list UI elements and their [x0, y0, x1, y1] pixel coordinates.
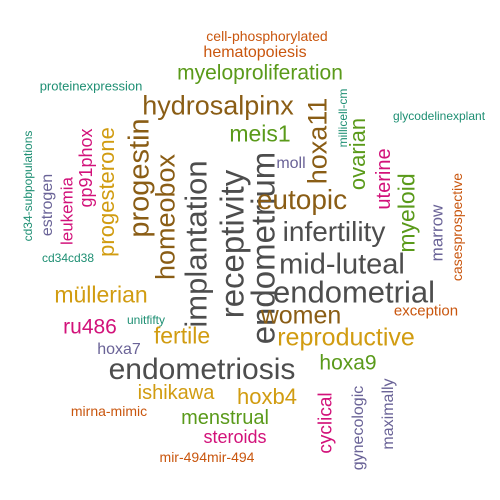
word-fertile: fertile [153, 322, 211, 349]
word-hoxb4: hoxb4 [237, 384, 297, 409]
word-gp91phox: gp91phox [76, 128, 96, 208]
word-endometriosis: endometriosis [108, 353, 296, 386]
word-implantation: implantation [178, 160, 214, 328]
word-mid-luteal: mid-luteal [279, 248, 405, 281]
word-hydrosalpinx: hydrosalpinx [142, 90, 294, 121]
word-hoxa11: hoxa11 [302, 97, 333, 185]
word-uterine: uterine [373, 148, 395, 210]
word-hematopoiesis: hematopoiesis [203, 44, 307, 61]
word-marrow: marrow [427, 204, 447, 262]
word-eutopic: eutopic [256, 184, 348, 215]
word-mullerian: müllerian [54, 281, 148, 308]
word-unitfifty: unitfifty [126, 313, 166, 327]
word-reproductive: reproductive [277, 323, 415, 352]
word-women: women [260, 301, 342, 330]
word-gynecologic: gynecologic [350, 385, 367, 471]
word-infertility: infertility [282, 216, 386, 247]
word-progesterone: progesterone [94, 127, 119, 257]
word-meis1: meis1 [229, 120, 291, 147]
word-cd34-subpopulations: cd34-subpopulations [21, 130, 35, 242]
word-myeloproliferation: myeloproliferation [177, 61, 343, 85]
word-moll: moll [276, 155, 306, 172]
word-proteinexpression: proteinexpression [39, 78, 143, 94]
word-casesprospective: casesprospective [449, 172, 465, 282]
word-maximally: maximally [380, 378, 397, 450]
word-estrogen: estrogen [39, 173, 56, 237]
word-ovarian: ovarian [345, 117, 370, 191]
word-endometrial: endometrial [273, 274, 435, 310]
word-mirna-mimic: mirna-mimic [70, 403, 148, 419]
word-homeobox: homeobox [150, 153, 181, 281]
word-cd34cd38: cd34cd38 [41, 251, 95, 265]
word-steroids: steroids [203, 427, 267, 447]
word-glycodelinexplant: glycodelinexplant [392, 109, 486, 123]
word-menstrual: menstrual [181, 407, 269, 429]
word-ishikawa: ishikawa [137, 382, 215, 404]
word-cyclical: cyclical [315, 392, 337, 454]
word-hoxa7: hoxa7 [97, 341, 141, 358]
word-hoxa9: hoxa9 [319, 351, 377, 375]
word-exception: exception [393, 302, 459, 320]
word-cell-phosphorylated: cell-phosphorylated [206, 28, 328, 44]
word-leukemia: leukemia [57, 176, 77, 246]
word-mir-494mir-494: mir-494mir-494 [159, 449, 255, 465]
word-myeloid: myeloid [393, 173, 420, 253]
word-ru486: ru486 [63, 315, 117, 339]
